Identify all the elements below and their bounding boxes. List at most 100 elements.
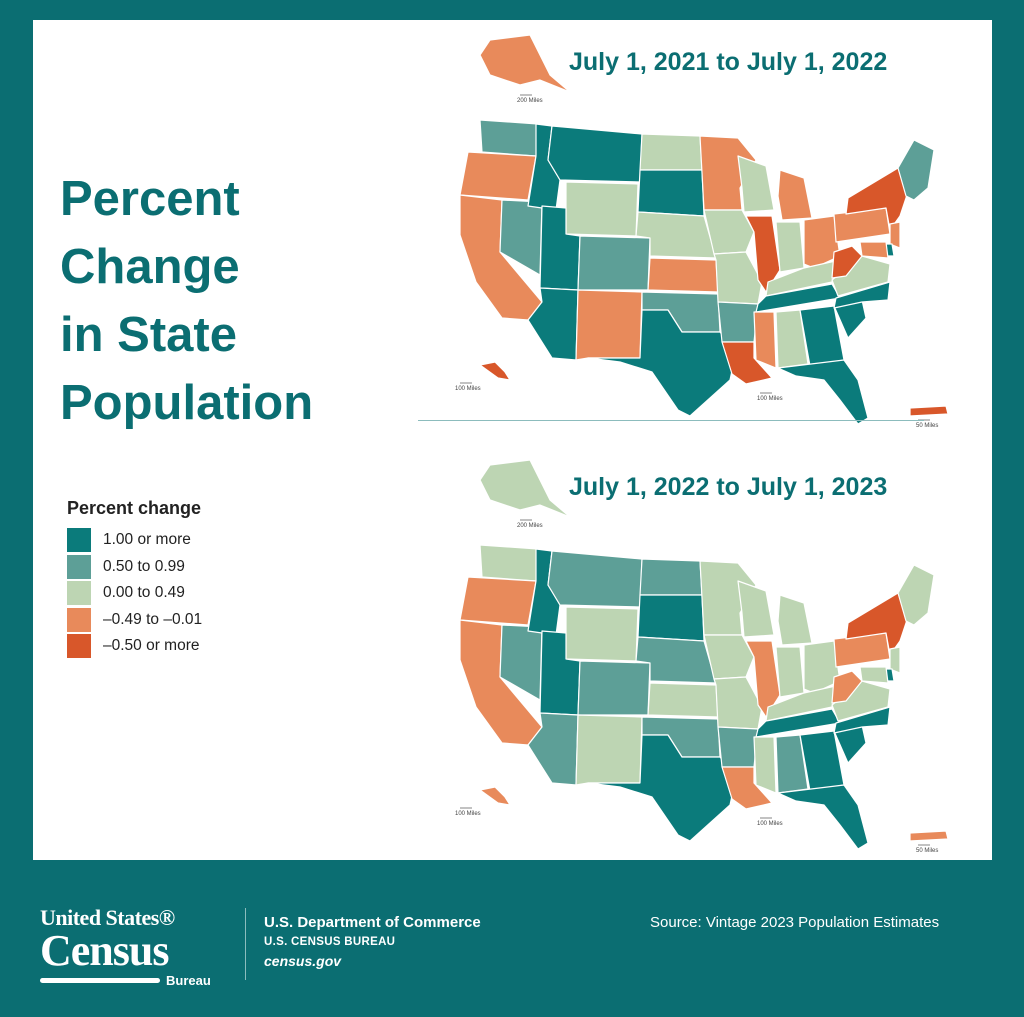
logo-underline <box>40 978 160 983</box>
state-ne-us <box>897 139 935 201</box>
map-title-2021-2022: July 1, 2021 to July 1, 2022 <box>569 48 888 76</box>
census-logo[interactable]: United States® Census Bureau <box>40 905 211 988</box>
state-wy <box>565 606 639 662</box>
map-title-2022-2023: July 1, 2022 to July 1, 2023 <box>569 473 888 501</box>
title-line: in State <box>60 308 237 362</box>
state-ms <box>753 736 777 794</box>
state-co <box>577 235 651 291</box>
state-nj <box>889 646 901 674</box>
legend-swatch <box>67 528 91 553</box>
state-nd <box>639 133 703 171</box>
state-mo <box>713 676 763 730</box>
state-ar <box>717 726 759 768</box>
logo-bureau-text: Bureau <box>166 973 211 988</box>
state-or <box>459 576 537 626</box>
state-fl <box>777 359 869 425</box>
state-ia <box>703 209 755 255</box>
state-ms <box>753 311 777 369</box>
legend-swatch <box>67 554 91 579</box>
title-line: Population <box>60 376 314 430</box>
footer-separator <box>245 908 246 980</box>
source-note: Source: Vintage 2023 Population Estimate… <box>650 914 940 931</box>
state-hi <box>479 786 511 806</box>
state-wv <box>831 245 863 279</box>
legend-label: –0.49 to –0.01 <box>103 610 203 628</box>
legend-title: Percent change <box>67 498 202 518</box>
state-wi <box>737 580 775 638</box>
department-block: U.S. Department of Commerce U.S. CENSUS … <box>264 914 481 969</box>
us-map-2021-2022: 200 Miles 100 Miles 100 Miles 50 Miles <box>455 34 949 429</box>
scale-label-puerto-rico: 50 Miles <box>916 423 938 429</box>
us-map-2022-2023: 200 Miles 100 Miles 100 Miles 50 Miles <box>455 459 949 854</box>
state-in <box>775 646 805 698</box>
state-ak <box>479 459 571 518</box>
legend-item: –0.49 to –0.01 <box>67 607 202 634</box>
legend-item: –0.50 or more <box>67 633 202 660</box>
state-fl <box>777 784 869 850</box>
scale-label-alaska: 200 Miles <box>517 523 543 529</box>
legend-swatch <box>67 634 91 659</box>
state-ks <box>647 682 719 718</box>
state-pr <box>909 830 949 842</box>
state-co <box>577 660 651 716</box>
state-nm <box>575 714 643 786</box>
state-mt <box>547 125 643 183</box>
scale-label-hawaii: 100 Miles <box>455 811 481 817</box>
title-line: Change <box>60 240 240 294</box>
legend-item: 0.50 to 0.99 <box>67 554 202 581</box>
title-line: Percent <box>60 172 240 226</box>
state-hi <box>479 361 511 381</box>
page-title: Percent Change in State Population <box>60 165 313 437</box>
state-wi <box>737 155 775 213</box>
state-wy <box>565 181 639 237</box>
scale-label-mainland: 100 Miles <box>757 396 783 402</box>
scale-label-mainland: 100 Miles <box>757 821 783 827</box>
state-ne <box>635 636 717 684</box>
state-oh <box>803 215 841 269</box>
state-oh <box>803 640 841 694</box>
state-ar <box>717 301 759 343</box>
state-la <box>721 341 773 385</box>
state-wa <box>479 119 539 157</box>
state-ak <box>479 34 571 93</box>
state-wv <box>831 670 863 704</box>
legend-item: 0.00 to 0.49 <box>67 580 202 607</box>
map-divider <box>418 420 924 421</box>
state-mi <box>777 594 813 646</box>
scale-bars: 200 Miles 100 Miles 100 Miles 50 Miles <box>455 519 938 854</box>
state-pa <box>833 632 891 668</box>
state-ks <box>647 257 719 293</box>
state-or <box>459 151 537 201</box>
legend-swatch <box>67 581 91 606</box>
state-in <box>775 221 805 273</box>
state-wa <box>479 544 539 582</box>
state-nc <box>833 706 891 734</box>
state-mo <box>713 251 763 305</box>
state-pa <box>833 207 891 243</box>
state-mt <box>547 550 643 608</box>
logo-top-text: United States® <box>40 905 175 930</box>
logo-main-text: Census <box>40 926 169 975</box>
state-md <box>859 241 889 259</box>
state-ne-us <box>897 564 935 626</box>
legend: Percent change 1.00 or more 0.50 to 0.99… <box>67 498 202 660</box>
bureau-name: U.S. CENSUS BUREAU <box>264 936 396 948</box>
scale-label-alaska: 200 Miles <box>517 98 543 104</box>
legend-item: 1.00 or more <box>67 527 202 554</box>
state-ne <box>635 211 717 259</box>
department-name: U.S. Department of Commerce <box>264 914 481 931</box>
legend-label: –0.50 or more <box>103 637 200 655</box>
state-la <box>721 766 773 810</box>
state-ia <box>703 634 755 680</box>
legend-swatch <box>67 607 91 632</box>
state-nd <box>639 558 703 596</box>
legend-label: 1.00 or more <box>103 531 191 549</box>
scale-label-puerto-rico: 50 Miles <box>916 848 938 854</box>
state-nm <box>575 289 643 361</box>
state-pr <box>909 405 949 417</box>
state-tx <box>587 734 737 842</box>
scale-label-hawaii: 100 Miles <box>455 386 481 392</box>
website-link[interactable]: census.gov <box>264 953 342 969</box>
state-sd <box>637 594 705 642</box>
state-md <box>859 666 889 684</box>
